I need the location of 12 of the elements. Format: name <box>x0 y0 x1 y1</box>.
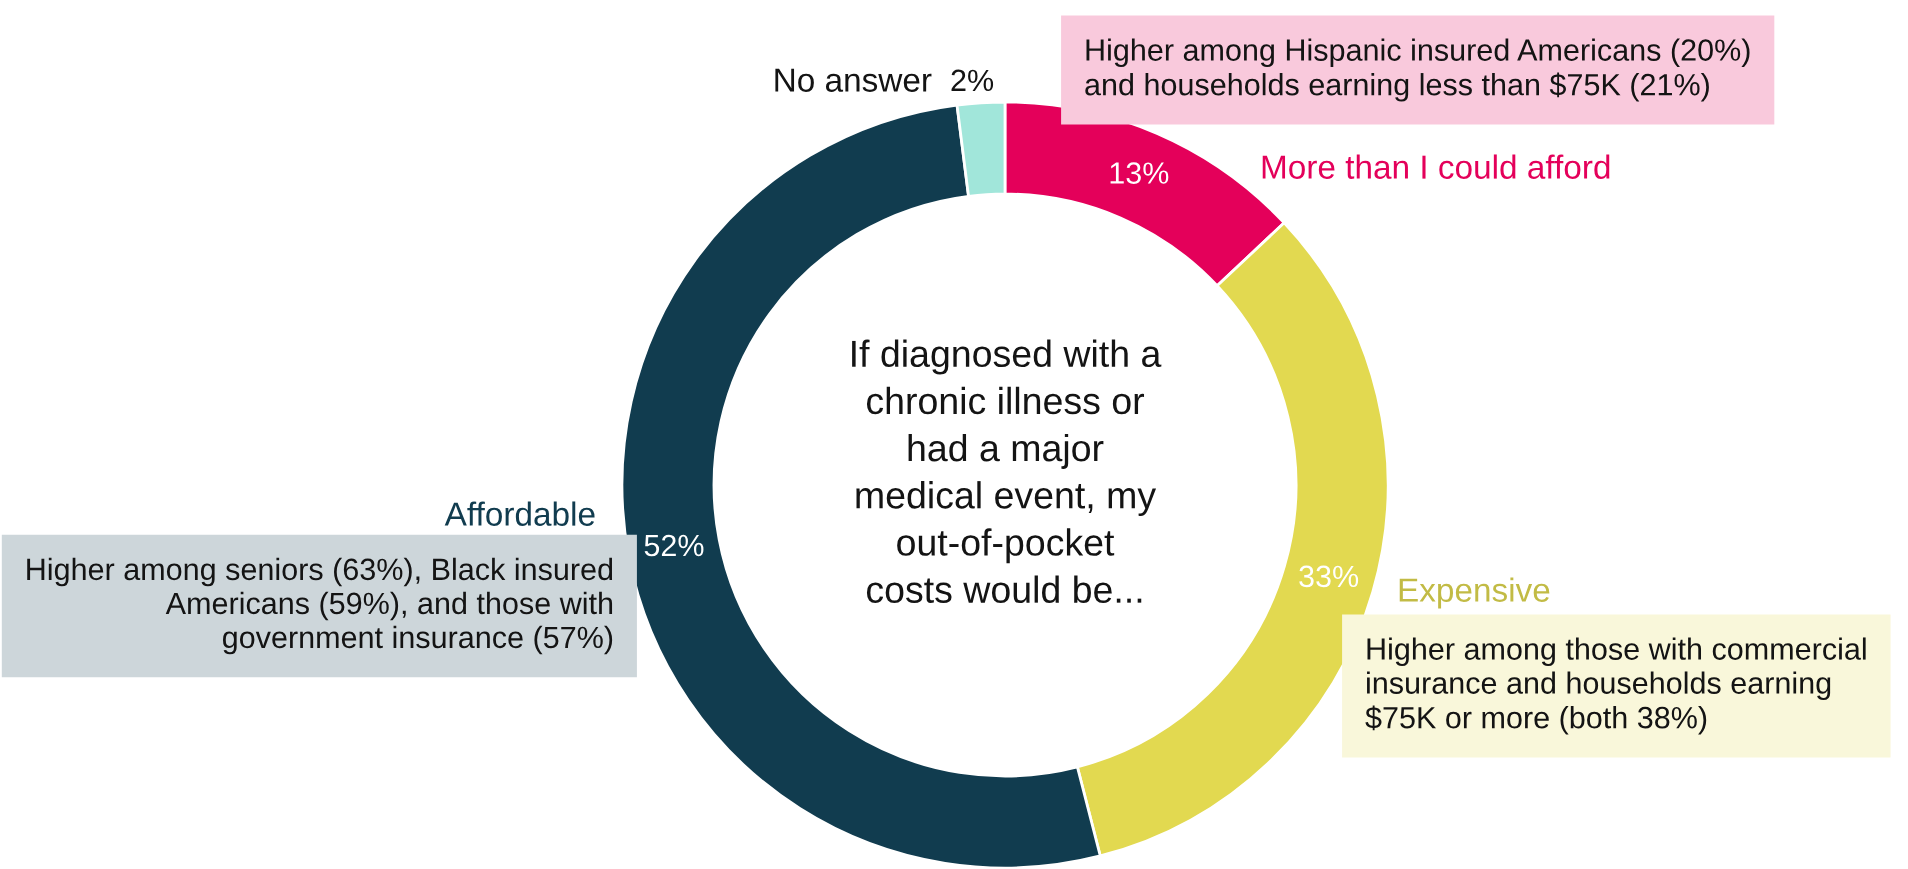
data-label: 52% <box>644 534 704 557</box>
data-label: 33% <box>1299 565 1359 588</box>
data-label: 2% <box>951 69 994 92</box>
text: Higher among seniors (63%), Black insured Americans (59%), and those with government insurance (57%) <box>27 557 613 655</box>
text: Higher among Hispanic insured Americans (20%) and households earning less than $75K (21%) <box>1085 38 1750 102</box>
slice-label: No answer <box>775 68 932 92</box>
slice-label: Expensive <box>1399 577 1550 609</box>
text: Higher among those with commercial insurance and households earning $75K or more (both 38%) <box>1365 637 1866 735</box>
data-label: 13% <box>1110 162 1169 184</box>
slice-label: More than I could afford <box>1262 154 1610 179</box>
slice-label: Affordable <box>444 501 595 526</box>
text: If diagnosed with a chronic illness or had a major medical event, my out-of-pocket costs would be... <box>852 339 1162 604</box>
